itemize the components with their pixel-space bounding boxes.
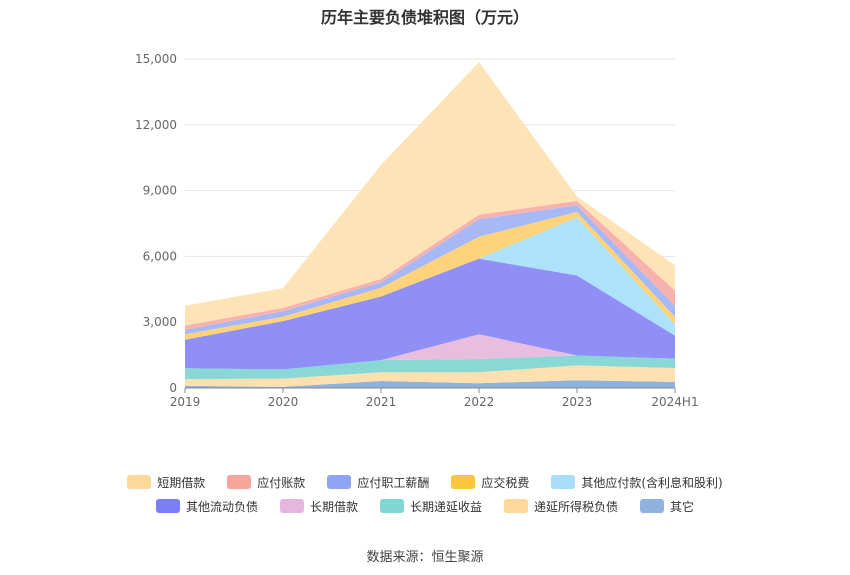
area-series-长期递延收益 [185, 355, 675, 380]
legend-label: 长期递延收益 [409, 499, 482, 514]
chart-legend: 短期借款 应付账款 应付职工薪酬 应交税费 其他应付款(含利息和股利) 其他流动负债 长期… [0, 470, 850, 518]
data-source: 数据来源：恒生聚源 [366, 550, 484, 565]
area-series-应交税费 [185, 211, 675, 340]
chart-title: 历年主要负债堆积图（万元） [320, 8, 529, 27]
legend-swatch [279, 499, 304, 513]
y-tick-label: 15,000 [135, 52, 177, 66]
legend-item[interactable]: 其它 [640, 498, 694, 515]
legend-swatch [551, 475, 576, 489]
area-series-其他流动负债 [185, 258, 675, 370]
area-series-递延所得税负债 [185, 365, 675, 387]
y-tick-label: 6,000 [143, 249, 177, 263]
x-tick-label: 2019 [170, 395, 201, 409]
y-tick-label: 3,000 [143, 315, 177, 329]
legend-item[interactable]: 长期递延收益 [379, 498, 482, 515]
legend-item[interactable]: 递延所得税负债 [504, 498, 618, 515]
y-tick-label: 9,000 [143, 184, 177, 198]
legend-swatch [379, 499, 404, 513]
area-series-应付职工薪酬 [185, 205, 675, 335]
legend-label: 其他流动负债 [185, 499, 258, 514]
legend-label: 应付账款 [257, 475, 306, 490]
x-tick-label: 2023 [562, 395, 593, 409]
legend-item[interactable]: 应付职工薪酬 [327, 474, 429, 491]
legend-item[interactable]: 长期借款 [279, 498, 358, 515]
legend-item[interactable]: 应付账款 [227, 474, 305, 491]
legend-label: 应付职工薪酬 [357, 475, 430, 490]
area-series-其它 [185, 380, 675, 388]
legend-swatch [451, 475, 476, 489]
legend-label: 其它 [670, 499, 695, 514]
x-tick-label: 2024H1 [651, 395, 698, 409]
legend-label: 应交税费 [481, 475, 530, 490]
legend-swatch [504, 499, 528, 513]
legend-item[interactable]: 其他应付款(含利息和股利) [551, 474, 723, 491]
legend-label: 其他应付款(含利息和股利) [581, 475, 723, 490]
legend-label: 递延所得税负债 [534, 499, 619, 514]
legend-swatch [155, 499, 180, 513]
x-tick-label: 2020 [268, 395, 299, 409]
legend-row-1: 短期借款 应付账款 应付职工薪酬 应交税费 其他应付款(含利息和股利) [0, 470, 850, 494]
area-series-其他应付款(含利息和股利) [185, 217, 675, 340]
legend-swatch [127, 475, 152, 489]
legend-swatch [227, 475, 252, 489]
y-tick-label: 12,000 [135, 118, 177, 132]
area-series-短期借款 [185, 62, 675, 326]
legend-swatch [327, 475, 352, 489]
legend-label: 长期借款 [309, 499, 358, 514]
legend-label: 短期借款 [157, 475, 206, 490]
stacked-area-chart: 0 3,000 6,000 9,000 12,000 15,000 2019 2020 2021… [135, 52, 699, 409]
legend-item[interactable]: 其他流动负债 [155, 498, 258, 515]
area-series-应付账款 [185, 200, 675, 330]
area-series-长期借款 [185, 334, 675, 370]
y-tick-label: 0 [169, 381, 177, 395]
x-tick-label: 2022 [464, 395, 495, 409]
legend-item[interactable]: 短期借款 [127, 474, 205, 491]
legend-row-2: 其他流动负债 长期借款 长期递延收益 递延所得税负债 其它 [0, 494, 850, 518]
legend-item[interactable]: 应交税费 [451, 474, 529, 491]
x-tick-label: 2021 [366, 395, 397, 409]
legend-swatch [640, 499, 665, 513]
